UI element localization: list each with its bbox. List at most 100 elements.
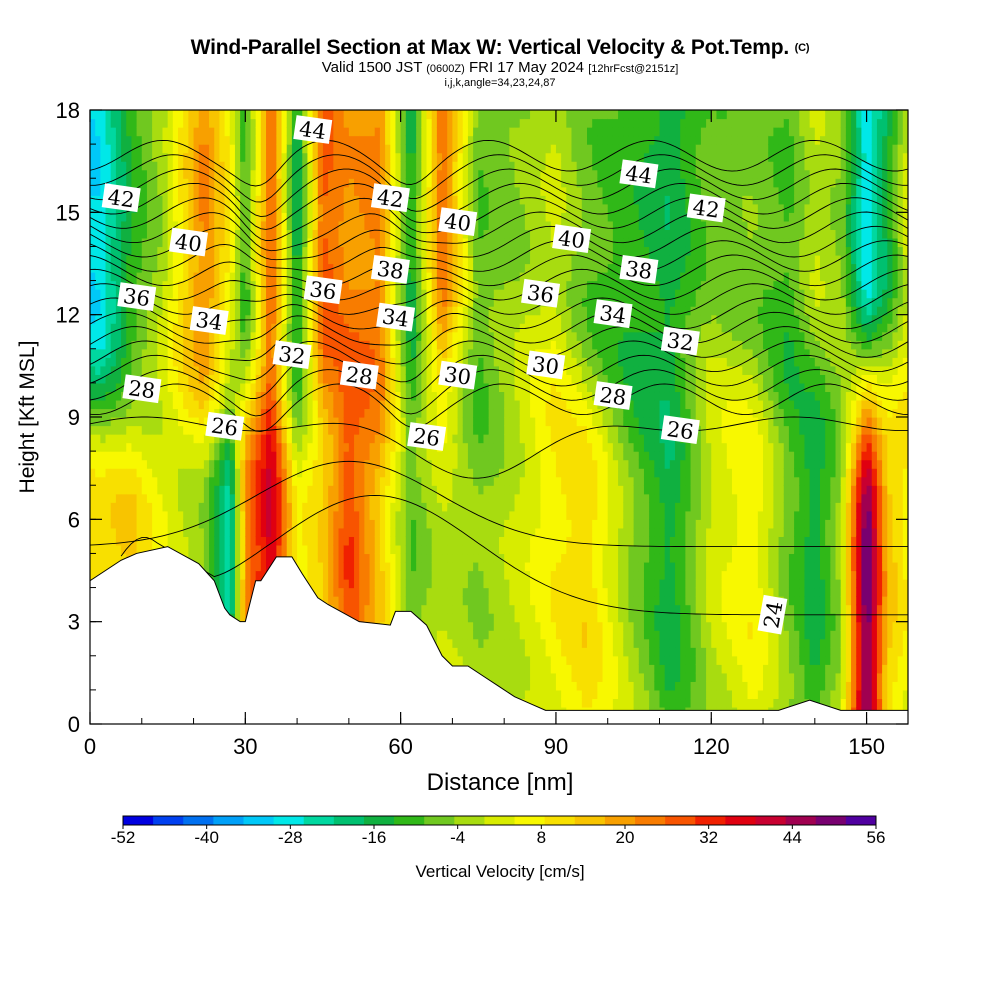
velocity-cell: [442, 297, 448, 307]
subtitle-valid-time: Valid 1500 JST: [321, 59, 423, 76]
velocity-cell: [395, 374, 402, 384]
velocity-cell: [110, 527, 117, 537]
velocity-cell: [193, 417, 200, 427]
velocity-cell: [400, 110, 407, 120]
velocity-cell: [121, 246, 127, 256]
velocity-cell: [312, 442, 319, 452]
velocity-cell: [110, 374, 117, 384]
velocity-cell: [421, 280, 428, 290]
velocity-cell: [250, 220, 257, 230]
velocity-cell: [266, 263, 272, 273]
velocity-cell: [95, 382, 101, 393]
velocity-cell: [312, 485, 319, 495]
velocity-cell: [410, 502, 417, 512]
velocity-cell: [209, 246, 215, 256]
velocity-cell: [410, 212, 417, 222]
velocity-cell: [234, 493, 241, 503]
velocity-cell: [115, 331, 122, 341]
velocity-cell: [338, 365, 345, 375]
velocity-cell: [328, 510, 334, 520]
velocity-cell: [193, 212, 200, 222]
velocity-cell: [162, 237, 169, 248]
velocity-cell: [131, 348, 138, 358]
velocity-cell: [255, 527, 262, 537]
velocity-cell: [266, 331, 272, 341]
velocity-cell: [442, 135, 448, 145]
velocity-cell: [385, 536, 391, 546]
velocity-cell: [333, 561, 340, 572]
velocity-cell: [172, 135, 179, 145]
velocity-cell: [245, 314, 252, 324]
velocity-cell: [229, 570, 236, 580]
velocity-cell: [260, 110, 267, 120]
velocity-cell: [281, 229, 288, 239]
velocity-cell: [131, 544, 138, 555]
velocity-cell: [354, 399, 360, 410]
velocity-cell: [95, 254, 101, 265]
velocity-cell: [250, 391, 257, 401]
velocity-cell: [312, 263, 319, 273]
velocity-cell: [447, 587, 454, 597]
velocity-cell: [219, 229, 226, 239]
velocity-cell: [281, 314, 288, 324]
velocity-cell: [421, 169, 428, 179]
velocity-cell: [395, 587, 402, 597]
velocity-cell: [395, 519, 402, 529]
velocity-cell: [390, 596, 397, 606]
velocity-cell: [343, 468, 350, 478]
velocity-cell: [260, 178, 267, 188]
velocity-cell: [400, 408, 407, 418]
velocity-cell: [214, 331, 221, 341]
velocity-cell: [410, 493, 417, 503]
velocity-cell: [364, 553, 371, 563]
velocity-cell: [152, 502, 158, 512]
velocity-cell: [203, 527, 210, 537]
velocity-cell: [431, 280, 438, 290]
velocity-cell: [416, 340, 422, 350]
velocity-cell: [260, 169, 267, 179]
velocity-cell: [307, 297, 314, 307]
velocity-cell: [426, 476, 433, 486]
velocity-cell: [188, 272, 195, 282]
velocity-cell: [234, 186, 241, 196]
velocity-cell: [328, 110, 334, 120]
velocity-cell: [447, 596, 454, 606]
velocity-cell: [250, 144, 257, 154]
velocity-cell: [281, 135, 288, 145]
velocity-cell: [110, 502, 117, 512]
velocity-cell: [203, 237, 210, 248]
velocity-cell: [385, 587, 391, 597]
velocity-cell: [203, 561, 210, 572]
velocity-cell: [183, 280, 189, 290]
velocity-cell: [198, 272, 205, 282]
velocity-cell: [266, 340, 272, 350]
velocity-cell: [436, 536, 443, 546]
velocity-cell: [183, 468, 189, 478]
velocity-cell: [271, 527, 277, 537]
velocity-cell: [121, 135, 127, 145]
velocity-cell: [95, 553, 101, 563]
velocity-cell: [374, 237, 381, 248]
velocity-cell: [286, 263, 293, 273]
velocity-cell: [136, 519, 143, 529]
velocity-cell: [167, 425, 174, 435]
velocity-cell: [224, 323, 231, 333]
velocity-cell: [255, 306, 262, 316]
velocity-cell: [322, 331, 329, 341]
velocity-cell: [100, 169, 107, 179]
velocity-cell: [193, 459, 200, 469]
velocity-cell: [312, 544, 319, 555]
velocity-cell: [100, 135, 107, 145]
velocity-cell: [400, 169, 407, 179]
velocity-cell: [343, 169, 350, 179]
velocity-cell: [431, 459, 438, 469]
velocity-cell: [250, 570, 257, 580]
velocity-cell: [95, 374, 101, 384]
velocity-cell: [395, 442, 402, 452]
velocity-cell: [229, 297, 236, 307]
velocity-cell: [354, 314, 360, 324]
velocity-cell: [385, 237, 391, 248]
velocity-cell: [115, 357, 122, 367]
velocity-cell: [121, 237, 127, 248]
velocity-cell: [426, 596, 433, 606]
